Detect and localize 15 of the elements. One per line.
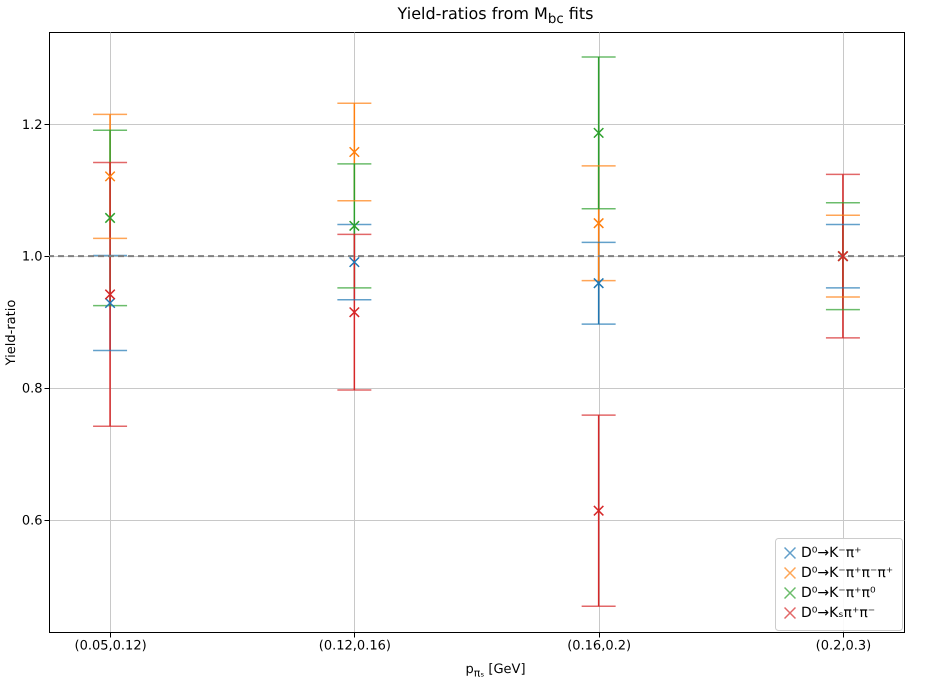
- y-tick-label: 0.8: [22, 382, 42, 397]
- y-tick-label: 1.2: [22, 118, 42, 133]
- legend-label: D⁰→K⁻π⁺π⁰: [801, 585, 876, 601]
- x-tick-label: (0.16,0.2): [567, 638, 632, 654]
- x-tick-label: (0.12,0.16): [318, 638, 391, 654]
- y-axis-title: Yield-ratio: [4, 300, 19, 366]
- x-tick-label: (0.05,0.12): [74, 638, 147, 654]
- chart-title: Yield-ratios from M$_{bc}$ fits: [396, 3, 594, 30]
- y-tick-label: 0.6: [22, 513, 42, 528]
- legend-label: D⁰→Kₛπ⁺π⁻: [801, 605, 876, 621]
- legend-label: D⁰→K⁻π⁺π⁻π⁺: [801, 565, 894, 581]
- legend-label: D⁰→K⁻π⁺: [801, 545, 862, 561]
- y-tick-label: 1.0: [22, 250, 42, 265]
- x-tick-label: (0.2,0.3): [816, 638, 872, 654]
- x-axis-title: p$_{πₛ}$ [GeV]: [464, 662, 527, 682]
